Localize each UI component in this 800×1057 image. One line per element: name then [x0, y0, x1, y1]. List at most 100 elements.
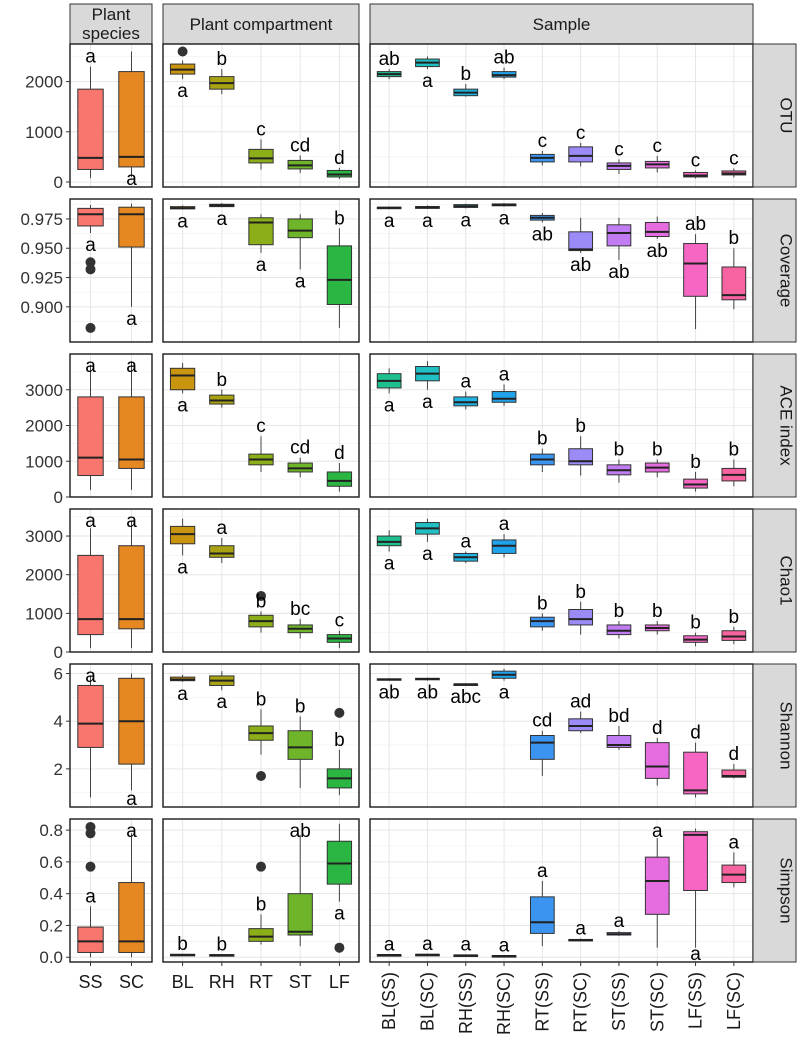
- box-simpson-rt-ss: [529, 896, 555, 934]
- significance-label-otu-lf-sc: c: [729, 148, 739, 169]
- significance-label-otu-rt-ss: c: [538, 131, 548, 152]
- significance-label-ace-index-rh-sc: a: [499, 364, 510, 385]
- significance-label-simpson-rt-ss: a: [537, 861, 548, 882]
- significance-label-coverage-lf: b: [334, 208, 345, 229]
- significance-label-ace-index-rh: b: [217, 370, 228, 391]
- significance-label-coverage-bl-ss: a: [384, 211, 395, 232]
- y-tick-label-simpson: 0.0: [39, 948, 63, 967]
- significance-label-coverage-rh-sc: a: [499, 209, 510, 230]
- significance-label-shannon-rt: b: [256, 689, 267, 710]
- box-shannon-st-sc: [644, 742, 670, 779]
- significance-label-ace-index-rt: c: [256, 416, 266, 437]
- significance-label-simpson-lf-sc: a: [729, 832, 740, 853]
- panel-border-chao1-plant-species: [69, 508, 153, 653]
- significance-label-chao1-st-ss: b: [614, 601, 625, 622]
- significance-label-otu-sc: a: [126, 169, 137, 190]
- y-tick-label-chao1: 0: [54, 643, 63, 662]
- significance-label-ace-index-st-sc: b: [652, 439, 663, 460]
- box-otu-sc: [118, 71, 145, 168]
- significance-label-coverage-rh: a: [217, 209, 228, 230]
- significance-label-chao1-lf-ss: b: [690, 613, 701, 634]
- outlier-point-simpson-lf: [334, 942, 345, 953]
- row-strip-title-simpson: Simpson: [777, 857, 796, 923]
- box-chao1-sc: [118, 545, 145, 630]
- box-chao1-rt-sc: [568, 608, 594, 626]
- box-shannon-ss: [77, 684, 104, 748]
- outlier-point-simpson-ss: [85, 861, 96, 872]
- significance-label-shannon-st-ss: bd: [608, 706, 629, 727]
- y-tick-label-otu: 0: [54, 173, 63, 192]
- row-strip-title-ace-index: ACE index: [777, 385, 796, 466]
- col-strip-title-sample: Sample: [533, 15, 591, 34]
- box-shannon-st-ss: [606, 735, 632, 748]
- box-simpson-ss: [77, 926, 104, 953]
- significance-label-ace-index-bl: a: [177, 395, 188, 416]
- y-tick-label-coverage: 0.925: [20, 269, 63, 288]
- significance-label-coverage-lf-ss: ab: [685, 214, 706, 235]
- outlier-point-shannon-rt: [256, 771, 266, 782]
- significance-label-simpson-rt-sc: a: [575, 918, 586, 939]
- y-tick-label-ace-index: 2000: [25, 417, 63, 436]
- x-tick-label-ss: SS: [78, 972, 102, 992]
- box-ace-index-rt-sc: [568, 448, 594, 466]
- significance-label-shannon-lf-sc: d: [729, 744, 740, 765]
- panel-border-otu-plant-species: [69, 43, 153, 188]
- significance-label-otu-lf-ss: c: [691, 150, 701, 171]
- outlier-point-shannon-lf: [334, 707, 345, 718]
- significance-label-coverage-rt-sc: ab: [570, 255, 591, 276]
- y-tick-label-chao1: 3000: [25, 527, 63, 546]
- x-tick-label-rt-ss: RT(SS): [532, 972, 552, 1032]
- significance-label-coverage-sc: a: [126, 309, 137, 330]
- significance-label-shannon-rh: a: [217, 692, 228, 713]
- box-otu-rt-sc: [568, 146, 594, 163]
- significance-label-simpson-st-ss: a: [614, 911, 625, 932]
- col-strip-title-plant-compartment: Plant compartment: [190, 15, 333, 34]
- col-strip-title-plant-species-line1: Plant: [92, 5, 131, 24]
- box-coverage-sc: [118, 206, 145, 248]
- significance-label-simpson-ss: a: [85, 886, 96, 907]
- significance-label-coverage-st-ss: ab: [608, 262, 629, 283]
- x-tick-label-st-sc: ST(SC): [647, 972, 667, 1032]
- panel-border-coverage-plant-species: [69, 198, 153, 343]
- significance-label-ace-index-sc: a: [126, 356, 137, 377]
- panel-border-shannon-plant-species: [69, 663, 153, 808]
- significance-label-chao1-bl-ss: a: [384, 554, 395, 575]
- significance-label-otu-st-ss: c: [614, 139, 624, 160]
- significance-label-chao1-rh-ss: a: [460, 532, 471, 553]
- y-tick-label-shannon: 4: [54, 712, 63, 731]
- box-simpson-st: [287, 893, 313, 936]
- significance-label-simpson-lf: a: [334, 904, 345, 925]
- significance-label-shannon-rh-sc: a: [499, 683, 510, 704]
- significance-label-simpson-lf-ss: a: [690, 944, 701, 965]
- significance-label-ace-index-st-ss: b: [614, 439, 625, 460]
- y-tick-label-simpson: 0.8: [39, 821, 63, 840]
- y-tick-label-simpson: 0.2: [39, 916, 63, 935]
- significance-label-shannon-bl-ss: ab: [379, 683, 400, 704]
- row-strip-ace-index: [752, 353, 797, 498]
- significance-label-chao1-st: bc: [290, 599, 310, 620]
- significance-label-coverage-lf-sc: b: [729, 228, 740, 249]
- significance-label-otu-rt: c: [256, 119, 266, 140]
- significance-label-coverage-bl: a: [177, 212, 188, 233]
- significance-label-otu-ss: a: [85, 47, 96, 68]
- box-otu-rt: [248, 148, 274, 164]
- y-tick-label-chao1: 2000: [25, 566, 63, 585]
- box-simpson-st-sc: [644, 856, 670, 915]
- significance-label-ace-index-ss: a: [85, 356, 96, 377]
- panel-border-simpson-plant-species: [69, 818, 153, 963]
- significance-label-chao1-rh: a: [217, 518, 228, 539]
- row-strip-title-otu: OTU: [777, 98, 796, 134]
- significance-label-coverage-st-sc: ab: [647, 241, 668, 262]
- row-strip-title-coverage: Coverage: [777, 234, 796, 308]
- y-tick-label-simpson: 0.4: [39, 885, 63, 904]
- significance-label-otu-bl-ss: ab: [379, 49, 400, 70]
- significance-label-simpson-sc: a: [126, 821, 137, 842]
- significance-label-otu-rt-sc: c: [576, 123, 586, 144]
- x-tick-label-st: ST: [289, 972, 312, 992]
- significance-label-ace-index-st: cd: [290, 438, 310, 459]
- significance-label-ace-index-bl-sc: a: [422, 392, 433, 413]
- box-ace-index-ss: [77, 396, 104, 477]
- box-coverage-st: [287, 218, 313, 239]
- box-coverage-lf-sc: [721, 266, 747, 301]
